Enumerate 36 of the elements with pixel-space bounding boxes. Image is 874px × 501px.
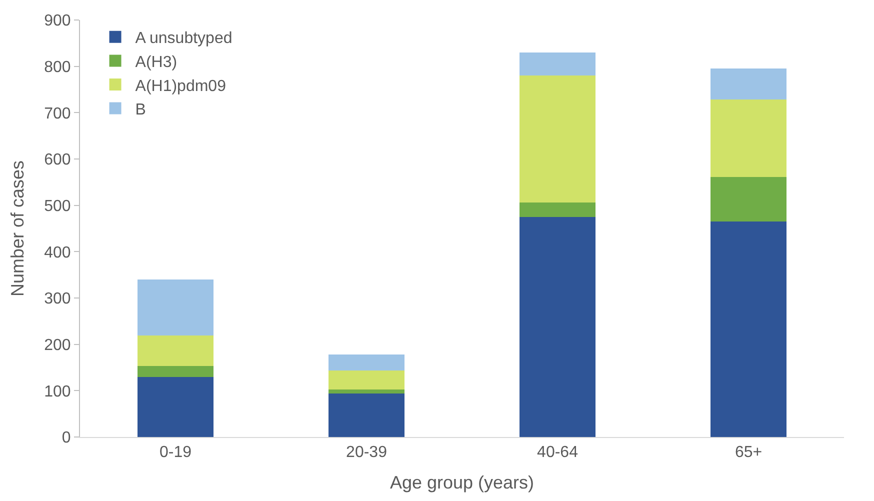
legend-label: A(H3) bbox=[135, 54, 178, 71]
y-tick-label: 0 bbox=[62, 430, 71, 447]
y-tick-label: 200 bbox=[44, 336, 71, 354]
y-tick-label: 900 bbox=[44, 12, 71, 30]
bar bbox=[328, 370, 405, 390]
bar bbox=[519, 52, 596, 76]
x-tick-label: 40-64 bbox=[537, 444, 578, 462]
x-tick-label: 20-39 bbox=[346, 444, 388, 462]
bar bbox=[137, 336, 214, 366]
y-tick-label: 600 bbox=[44, 152, 71, 169]
bar bbox=[328, 354, 405, 371]
y-tick-label: 100 bbox=[44, 383, 71, 400]
legend-label: B bbox=[135, 102, 146, 119]
bar bbox=[710, 68, 787, 100]
y-axis-title: Number of cases bbox=[7, 160, 28, 297]
bar bbox=[328, 393, 405, 437]
bar bbox=[519, 202, 596, 217]
bar bbox=[137, 376, 214, 437]
y-tick-label: 500 bbox=[44, 198, 71, 215]
y-tick-label: 800 bbox=[44, 58, 71, 76]
bar bbox=[137, 366, 214, 377]
y-tick-label: 400 bbox=[44, 244, 71, 262]
bar bbox=[137, 279, 214, 336]
bar bbox=[710, 177, 787, 222]
x-axis-title: Age group (years) bbox=[390, 472, 534, 492]
y-tick-label: 700 bbox=[44, 105, 71, 122]
legend-label: A unsubtyped bbox=[135, 30, 232, 48]
legend-label: A(H1)pdm09 bbox=[135, 78, 226, 95]
y-tick-label: 300 bbox=[44, 290, 71, 308]
bar bbox=[710, 222, 787, 437]
bar bbox=[519, 216, 596, 437]
bar bbox=[710, 100, 787, 178]
x-tick-label: 0-19 bbox=[159, 444, 192, 462]
x-tick-label: 65+ bbox=[734, 444, 762, 462]
bar bbox=[328, 390, 405, 394]
bar bbox=[519, 76, 596, 203]
